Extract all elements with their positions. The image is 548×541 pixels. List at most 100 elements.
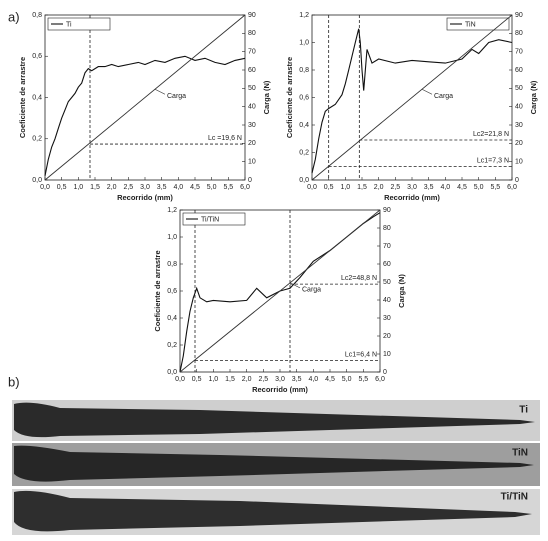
load-annotation: Carga [167, 93, 186, 100]
x-tick-label: 3,5 [424, 184, 434, 191]
y2-tick-label: 90 [248, 12, 256, 19]
y2-axis-label: Carga (N) [397, 274, 406, 308]
y-tick-label: 0,8 [167, 261, 177, 268]
y2-tick-label: 70 [248, 49, 256, 56]
load-annotation: Carga [302, 287, 321, 294]
y-tick-label: 1,2 [299, 12, 309, 19]
y2-tick-label: 80 [248, 30, 256, 37]
y2-tick-label: 20 [515, 140, 523, 147]
y2-tick-label: 60 [248, 67, 256, 74]
panel-label: a) [8, 9, 20, 24]
critical-load-label: Lc =19,6 N [208, 135, 242, 142]
x-tick-label: 2,0 [242, 376, 252, 383]
x-tick-label: 4,5 [190, 184, 200, 191]
y-tick-label: 0,0 [167, 369, 177, 376]
y-tick-label: 1,0 [299, 39, 309, 46]
y2-tick-label: 30 [248, 122, 256, 129]
load-line [179, 209, 381, 373]
x-tick-label: 4,0 [173, 184, 183, 191]
x-tick-label: 1,0 [208, 376, 218, 383]
y-tick-label: 1,0 [167, 234, 177, 241]
x-tick-label: 4,5 [325, 376, 335, 383]
y2-tick-label: 0 [383, 369, 387, 376]
y-tick-label: 0,6 [167, 288, 177, 295]
x-tick-label: 3,0 [275, 376, 285, 383]
y2-tick-label: 70 [383, 243, 391, 250]
y-tick-label: 0,4 [299, 122, 309, 129]
y2-tick-label: 10 [383, 351, 391, 358]
y2-tick-label: 90 [515, 12, 523, 19]
x-tick-label: 3,0 [140, 184, 150, 191]
legend-box [446, 17, 510, 31]
legend-label: Ti [66, 21, 72, 28]
y2-tick-label: 80 [383, 225, 391, 232]
y2-tick-label: 0 [515, 177, 519, 184]
y-tick-label: 0,2 [32, 136, 42, 143]
scratch-track [14, 490, 532, 532]
y2-tick-label: 10 [515, 159, 523, 166]
x-tick-label: 5,0 [474, 184, 484, 191]
x-tick-label: 4,5 [457, 184, 467, 191]
y2-tick-label: 70 [515, 49, 523, 56]
x-tick-label: 1,5 [90, 184, 100, 191]
x-tick-label: 1,0 [340, 184, 350, 191]
image-label: Ti/TiN [501, 492, 528, 503]
y2-axis-label: Carga (N) [529, 80, 538, 114]
x-tick-label: 6,0 [507, 184, 517, 191]
friction-line [44, 55, 246, 177]
y-tick-label: 0,2 [167, 342, 177, 349]
y2-tick-label: 0 [248, 177, 252, 184]
y2-tick-label: 30 [515, 122, 523, 129]
x-tick-label: 2,0 [374, 184, 384, 191]
x-tick-label: 2,0 [107, 184, 117, 191]
x-tick-label: 0,0 [307, 184, 317, 191]
y-tick-label: 0,0 [32, 177, 42, 184]
y2-tick-label: 30 [383, 315, 391, 322]
y2-tick-label: 50 [248, 85, 256, 92]
y-axis-label: Coeficiente de arrastre [285, 57, 294, 138]
x-tick-label: 2,5 [390, 184, 400, 191]
y2-tick-label: 40 [515, 104, 523, 111]
annotation-leader [289, 282, 301, 289]
x-axis-label: Recorrido (mm) [384, 193, 440, 202]
y2-axis-label: Carga (N) [262, 80, 271, 114]
legend-label: TiN [465, 21, 476, 28]
x-tick-label: 0,5 [324, 184, 334, 191]
x-tick-label: 5,5 [223, 184, 233, 191]
x-axis-label: Recorrido (mm) [252, 385, 308, 394]
y2-tick-label: 40 [383, 297, 391, 304]
y-tick-label: 0,8 [299, 67, 309, 74]
legend-label: Ti/TiN [201, 216, 219, 223]
y-tick-label: 0,2 [299, 149, 309, 156]
y-axis-label: Coeficiente de arrastre [18, 57, 27, 138]
x-tick-label: 5,5 [358, 376, 368, 383]
load-line [311, 14, 513, 181]
legend-box [182, 212, 246, 226]
critical-load-label: Lc1=6,4 N [345, 351, 377, 358]
x-tick-label: 3,5 [292, 376, 302, 383]
image-label: TiN [512, 448, 528, 459]
y-tick-label: 0,0 [299, 177, 309, 184]
x-tick-label: 2,5 [123, 184, 133, 191]
y-tick-label: 0,6 [299, 94, 309, 101]
x-tick-label: 4,0 [308, 376, 318, 383]
legend-box [47, 17, 111, 31]
photo-strips: Ti TiN Ti/TiN [12, 400, 540, 535]
y2-tick-label: 20 [383, 333, 391, 340]
y-tick-label: 0,4 [167, 315, 177, 322]
y2-tick-label: 60 [515, 67, 523, 74]
x-tick-label: 0,0 [40, 184, 50, 191]
x-tick-label: 5,0 [207, 184, 217, 191]
x-tick-label: 2,5 [258, 376, 268, 383]
x-tick-label: 5,0 [342, 376, 352, 383]
x-tick-label: 1,0 [73, 184, 83, 191]
y-tick-label: 0,6 [32, 53, 42, 60]
y-tick-label: 0,4 [32, 94, 42, 101]
x-tick-label: 3,5 [157, 184, 167, 191]
y2-tick-label: 50 [383, 279, 391, 286]
critical-load-label: Lc2=21,8 N [473, 131, 509, 138]
x-axis-label: Recorrido (mm) [117, 193, 173, 202]
y-tick-label: 0,8 [32, 12, 42, 19]
x-tick-label: 0,5 [57, 184, 67, 191]
scratch-track [14, 402, 535, 438]
